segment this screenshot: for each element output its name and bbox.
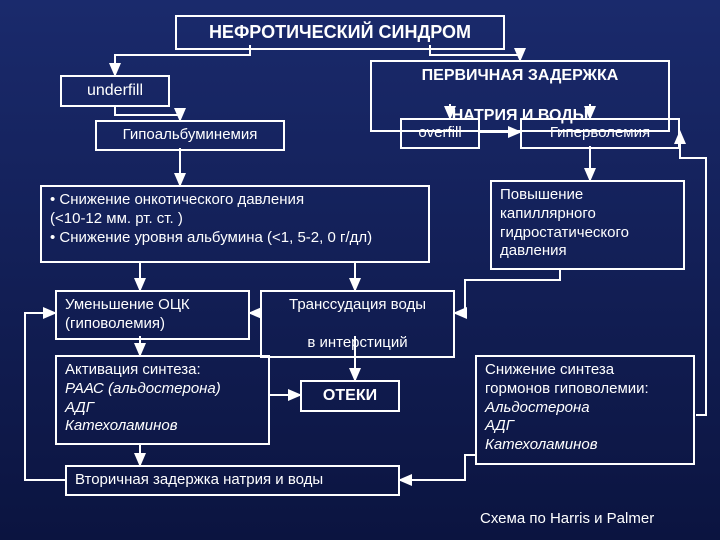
hormdec-l5: Катехоламинов — [485, 436, 598, 453]
hormdec-l4: АДГ — [485, 417, 514, 434]
hypoalb-text: Гипоальбуминемия — [123, 126, 258, 145]
capillary-l3: гидростатического — [500, 224, 629, 241]
title-text: НЕФРОТИЧЕСКИЙ СИНДРОМ — [209, 21, 471, 44]
hypervol-text: Гиперволемия — [550, 124, 650, 143]
activation-l2: РААС (альдостерона) — [65, 380, 221, 397]
hypoalbuminemia-box: Гипоальбуминемия — [95, 120, 285, 151]
primary-l1: ПЕРВИЧНАЯ ЗАДЕРЖКА — [422, 66, 619, 86]
edema-text: ОТЕКИ — [323, 386, 377, 406]
title-box: НЕФРОТИЧЕСКИЙ СИНДРОМ — [175, 15, 505, 50]
secondary-text: Вторичная задержка натрия и воды — [75, 471, 323, 488]
activation-l1: Активация синтеза: — [65, 361, 201, 378]
synthesis-activation-box: Активация синтеза: РААС (альдостерона) А… — [55, 355, 270, 445]
capillary-l4: давления — [500, 242, 567, 259]
activation-l3: АДГ — [65, 399, 94, 416]
overfill-text: overfill — [418, 124, 461, 143]
hypervolemia-box: Гиперволемия — [520, 118, 680, 149]
capillary-l1: Повышение — [500, 186, 583, 203]
capillary-pressure-box: Повышение капиллярного гидростатического… — [490, 180, 685, 270]
transsudation-box: Транссудация воды в интерстиций — [260, 290, 455, 358]
credit-label: Схема по Harris и Palmer — [480, 510, 654, 527]
overfill-box: overfill — [400, 118, 480, 149]
bcvdec-l1: Уменьшение ОЦК — [65, 296, 190, 313]
transsud-l1: Транссудация воды — [289, 296, 426, 315]
underfill-text: underfill — [87, 81, 143, 101]
activation-l4: Катехоламинов — [65, 417, 178, 434]
oncotic-l3: • Снижение уровня альбумина (<1, 5-2, 0 … — [50, 229, 372, 246]
oncotic-l1: • Снижение онкотического давления — [50, 191, 304, 208]
hormone-decrease-box: Снижение синтеза гормонов гиповолемии: А… — [475, 355, 695, 465]
bcvdec-l2: (гиповолемия) — [65, 315, 165, 332]
oncotic-pressure-box: • Снижение онкотического давления (<10-1… — [40, 185, 430, 263]
capillary-l2: капиллярного — [500, 205, 596, 222]
oncotic-l2: (<10-12 мм. рт. ст. ) — [50, 210, 183, 227]
underfill-box: underfill — [60, 75, 170, 107]
hormdec-l2: гормонов гиповолемии: — [485, 380, 649, 397]
credit-text: Схема по Harris и Palmer — [480, 510, 654, 529]
hormdec-l1: Снижение синтеза — [485, 361, 614, 378]
transsud-l2: в интерстиций — [307, 334, 407, 353]
edema-box: ОТЕКИ — [300, 380, 400, 412]
secondary-retention-box: Вторичная задержка натрия и воды — [65, 465, 400, 496]
bcv-decrease-box: Уменьшение ОЦК (гиповолемия) — [55, 290, 250, 340]
hormdec-l3: Альдостерона — [485, 399, 590, 416]
